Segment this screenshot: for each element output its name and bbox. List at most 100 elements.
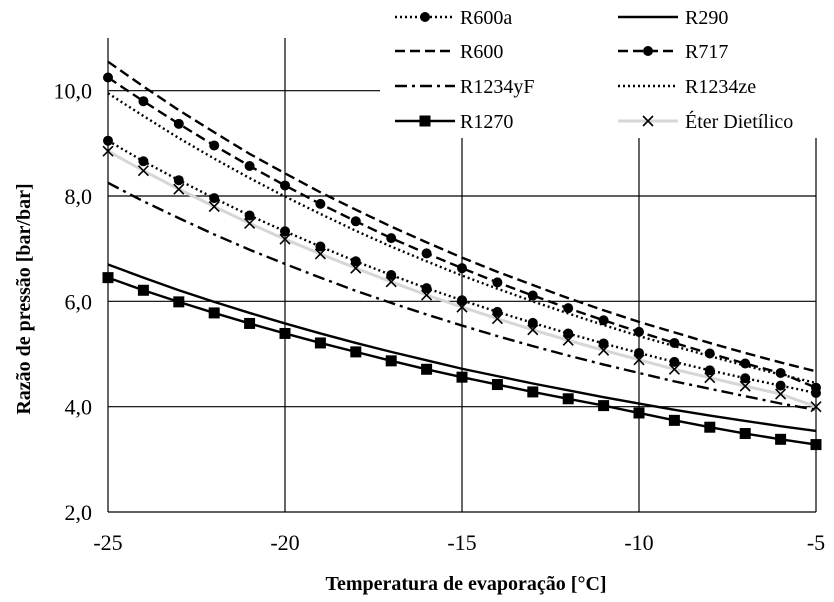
data-point <box>280 180 290 191</box>
data-point <box>421 248 432 259</box>
data-point <box>173 183 185 195</box>
data-point-stroke <box>668 363 680 375</box>
data-point-stroke <box>137 165 149 177</box>
data-point <box>527 386 539 398</box>
data-point-stroke <box>208 200 220 213</box>
data-point <box>386 270 397 280</box>
data-point <box>456 301 468 313</box>
data-point <box>350 262 362 274</box>
data-point <box>642 115 654 127</box>
data-point <box>775 433 787 445</box>
data-point-stroke <box>562 334 574 346</box>
data-point <box>668 363 680 375</box>
data-point-stroke <box>244 217 256 229</box>
series-r290 <box>107 263 817 433</box>
legend-entry: R600 <box>395 41 503 63</box>
series-lines <box>102 60 822 451</box>
data-point <box>810 439 822 451</box>
data-point <box>315 241 326 252</box>
data-point <box>419 115 431 127</box>
data-point <box>279 233 291 245</box>
legend-label: R717 <box>685 41 728 63</box>
legend-label: R600a <box>460 7 512 29</box>
series-line <box>107 60 817 373</box>
data-point <box>739 428 751 440</box>
data-point <box>173 175 184 186</box>
data-point <box>385 355 397 367</box>
data-point <box>421 363 433 375</box>
data-point <box>315 198 326 209</box>
series-r600a <box>103 135 821 398</box>
data-point <box>598 338 609 349</box>
data-point <box>137 284 149 296</box>
y-tick-label: 4,0 <box>65 395 93 420</box>
data-point <box>562 334 574 346</box>
data-point <box>173 118 184 129</box>
data-point <box>421 289 433 301</box>
legend-entry: R1234yF <box>395 76 534 98</box>
data-point-stroke <box>775 388 787 400</box>
data-point-stroke <box>527 324 539 336</box>
data-point <box>385 276 397 288</box>
series-r1234yf <box>107 181 817 412</box>
data-point-stroke <box>642 115 654 127</box>
data-point <box>633 407 645 419</box>
data-point <box>704 365 715 376</box>
y-tick-label: 8,0 <box>65 184 93 209</box>
data-point <box>102 145 114 157</box>
data-point <box>598 344 610 356</box>
y-axis-title: Razão de pressão [bar/bar] <box>13 183 35 414</box>
data-point-stroke <box>456 301 468 313</box>
data-point-stroke <box>173 183 185 195</box>
data-point-stroke <box>421 289 433 301</box>
data-point <box>562 393 574 405</box>
data-point <box>137 165 149 177</box>
data-point-stroke <box>810 401 822 413</box>
data-point <box>102 272 114 284</box>
legend-entry: R600a <box>395 7 512 29</box>
data-point <box>103 135 113 146</box>
legend-label: R1270 <box>460 111 513 133</box>
legend-label: R600 <box>460 41 503 63</box>
data-point <box>350 256 361 267</box>
y-tick-label: 2,0 <box>65 500 93 525</box>
data-point <box>209 193 220 204</box>
data-point <box>563 303 574 314</box>
data-point <box>244 210 255 221</box>
data-point <box>103 72 113 83</box>
data-point <box>138 96 149 107</box>
legend-entry: Éter Dietílico <box>618 110 793 133</box>
series-r600 <box>107 60 817 373</box>
legend-entry: R717 <box>618 41 728 63</box>
data-point-stroke <box>491 313 503 325</box>
data-point <box>209 140 220 151</box>
data-point <box>491 379 503 391</box>
legend-label: R1234yF <box>460 76 534 98</box>
data-point <box>244 160 255 171</box>
data-point <box>527 317 538 328</box>
data-point <box>527 324 539 336</box>
data-point <box>598 315 609 326</box>
data-point <box>811 382 821 393</box>
legend-background <box>380 0 834 138</box>
data-point <box>350 346 362 358</box>
data-point <box>456 371 468 383</box>
series-line <box>107 76 817 389</box>
data-point-stroke <box>598 344 610 356</box>
legend-label: R290 <box>685 7 728 29</box>
legend-label: R1234ze <box>685 76 756 98</box>
data-point <box>739 380 751 392</box>
x-tick-label: -20 <box>270 530 299 555</box>
data-point <box>633 354 645 366</box>
data-point <box>740 358 751 369</box>
x-axis-title: Temperatura de evaporação [°C] <box>325 573 606 595</box>
data-point <box>704 348 715 359</box>
legend-entry: R290 <box>618 7 728 29</box>
y-tick-label: 10,0 <box>54 79 93 104</box>
data-point <box>386 233 397 244</box>
data-point <box>669 356 680 367</box>
data-point <box>457 263 467 274</box>
data-point <box>314 337 326 349</box>
